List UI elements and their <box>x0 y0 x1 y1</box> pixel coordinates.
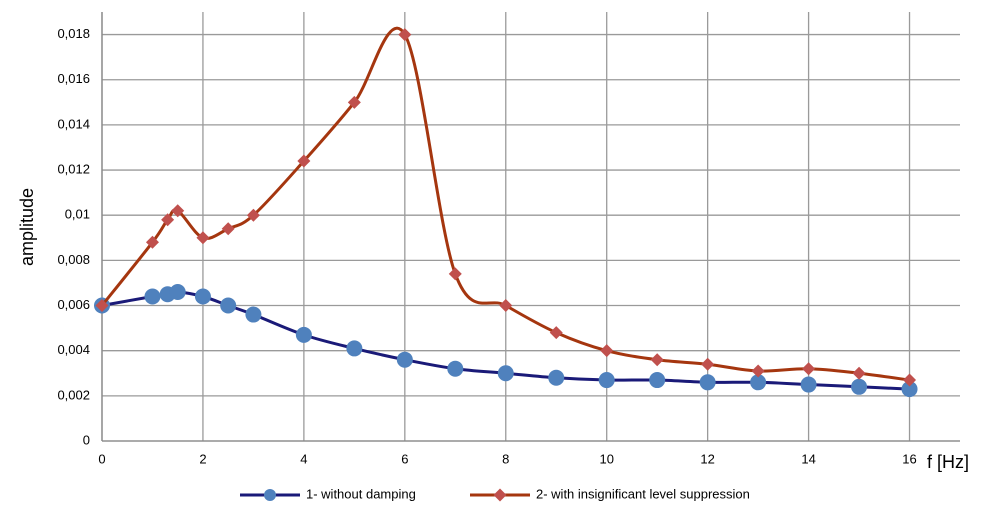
x-tick-label: 16 <box>902 451 916 466</box>
point <box>264 489 276 501</box>
point <box>246 208 260 222</box>
point <box>347 95 361 109</box>
legend-label: 2- with insignificant level suppression <box>536 486 750 501</box>
point <box>145 235 159 249</box>
y-tick-label: 0,01 <box>65 207 90 222</box>
y-tick-label: 0,002 <box>57 387 90 402</box>
x-tick-label: 2 <box>199 451 206 466</box>
point <box>398 28 412 42</box>
y-tick-label: 0,008 <box>57 252 90 267</box>
point <box>221 222 235 236</box>
point <box>598 372 615 389</box>
point <box>194 288 211 305</box>
y-axis-label: amplitude <box>17 188 37 266</box>
point <box>95 299 109 313</box>
point <box>600 344 614 358</box>
series-line <box>100 26 910 382</box>
point <box>169 283 186 300</box>
point <box>548 369 565 386</box>
y-tick-label: 0,016 <box>57 71 90 86</box>
point <box>852 366 866 380</box>
y-tick-label: 0,018 <box>57 26 90 41</box>
point <box>903 373 917 387</box>
point <box>751 364 765 378</box>
x-tick-label: 6 <box>401 451 408 466</box>
point <box>448 267 462 281</box>
point <box>800 376 817 393</box>
y-tick-label: 0,004 <box>57 342 90 357</box>
point <box>701 357 715 371</box>
point <box>699 374 716 391</box>
point <box>346 340 363 357</box>
point <box>549 326 563 340</box>
point <box>171 204 185 218</box>
point <box>802 362 816 376</box>
point <box>650 353 664 367</box>
y-tick-label: 0,006 <box>57 297 90 312</box>
legend-label: 1- without damping <box>306 486 416 501</box>
point <box>901 381 918 398</box>
point <box>245 306 262 323</box>
x-tick-label: 12 <box>700 451 714 466</box>
point <box>220 297 237 314</box>
x-tick-label: 10 <box>599 451 613 466</box>
x-axis-label: f [Hz] <box>927 452 969 472</box>
point <box>196 231 210 245</box>
point <box>499 299 513 313</box>
point <box>297 154 311 168</box>
x-tick-label: 4 <box>300 451 307 466</box>
point <box>161 213 175 227</box>
y-tick-label: 0,012 <box>57 161 90 176</box>
y-tick-label: 0,014 <box>57 116 90 131</box>
point <box>493 488 507 502</box>
point <box>497 365 514 382</box>
x-tick-label: 8 <box>502 451 509 466</box>
point <box>851 378 868 395</box>
x-tick-label: 0 <box>98 451 105 466</box>
y-tick-label: 0 <box>83 432 90 447</box>
point <box>144 288 161 305</box>
point <box>750 374 767 391</box>
point <box>649 372 666 389</box>
point <box>295 326 312 343</box>
point <box>396 351 413 368</box>
x-tick-label: 14 <box>801 451 815 466</box>
point <box>447 360 464 377</box>
